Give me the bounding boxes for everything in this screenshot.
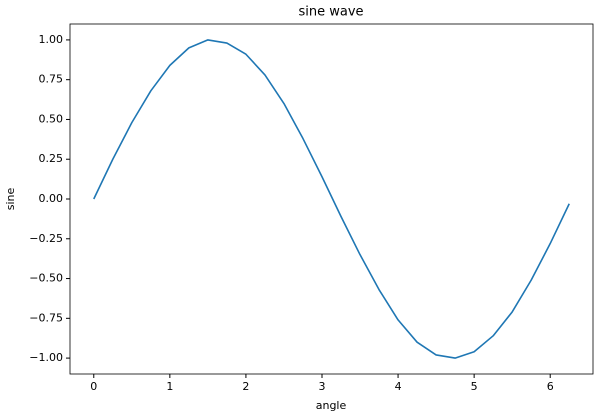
y-tick-label: −1.00 <box>29 351 63 364</box>
y-tick-label: 1.00 <box>39 33 64 46</box>
x-tick-label: 4 <box>395 380 402 393</box>
x-tick-label: 5 <box>471 380 478 393</box>
x-tick-label: 2 <box>242 380 249 393</box>
line-series <box>93 39 570 359</box>
y-axis-label: sine <box>4 188 17 211</box>
y-tick-label: 0.00 <box>39 192 64 205</box>
x-tick-label: 0 <box>90 380 97 393</box>
plot-frame <box>69 23 594 375</box>
y-tick-label: −0.75 <box>29 311 63 324</box>
y-tick-label: −0.25 <box>29 232 63 245</box>
y-tick-label: 0.75 <box>39 73 64 86</box>
chart-title: sine wave <box>298 5 363 20</box>
y-tick-label: 0.25 <box>39 152 64 165</box>
x-tick-label: 6 <box>547 380 554 393</box>
x-axis-label: angle <box>316 399 347 412</box>
x-tick-label: 3 <box>318 380 325 393</box>
y-tick-label: −0.50 <box>29 272 63 285</box>
x-tick-label: 1 <box>166 380 173 393</box>
y-tick-label: 0.50 <box>39 112 64 125</box>
